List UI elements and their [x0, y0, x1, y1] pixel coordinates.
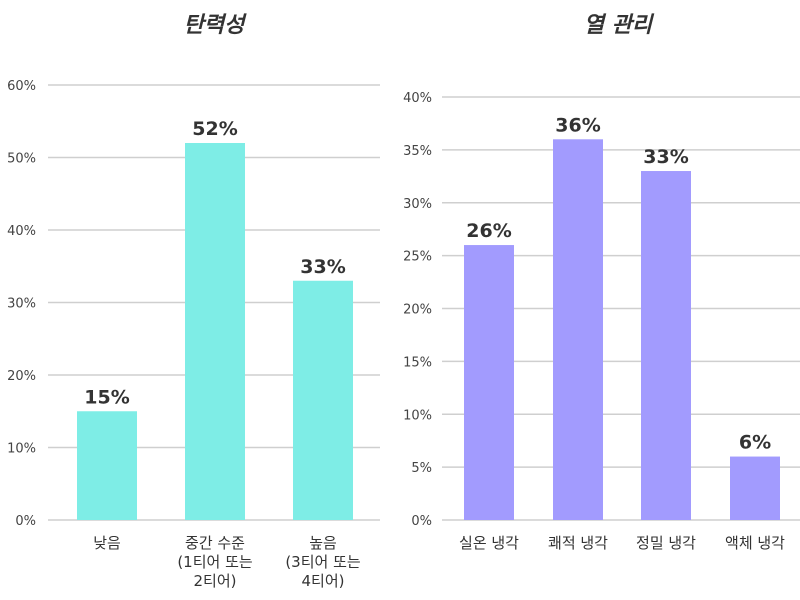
bar: [464, 245, 514, 521]
data-label: 33%: [300, 256, 345, 278]
data-label: 6%: [739, 432, 771, 454]
x-tick-label: (3티어 또는: [285, 553, 361, 571]
y-tick-label: 25%: [403, 250, 432, 265]
y-tick-label: 0%: [15, 514, 36, 529]
y-tick-label: 10%: [7, 442, 36, 457]
bar: [730, 456, 780, 520]
x-tick-label: 쾌적 냉각: [548, 534, 608, 552]
chart-title: 탄력성: [184, 13, 247, 38]
data-label: 36%: [555, 114, 600, 136]
y-tick-label: 35%: [403, 144, 432, 159]
x-tick-label: (1티어 또는: [177, 553, 253, 571]
y-tick-label: 20%: [7, 369, 36, 384]
y-tick-label: 40%: [7, 224, 36, 239]
bar: [185, 143, 245, 520]
data-label: 26%: [466, 220, 511, 242]
y-tick-label: 15%: [403, 355, 432, 370]
bar: [641, 171, 691, 520]
y-tick-label: 60%: [7, 79, 36, 94]
y-tick-label: 30%: [7, 297, 36, 312]
chart-title: 열 관리: [584, 13, 655, 38]
y-tick-label: 5%: [411, 461, 432, 476]
x-tick-label: 실온 냉각: [459, 534, 519, 552]
y-tick-label: 40%: [403, 91, 432, 106]
y-tick-label: 30%: [403, 197, 432, 212]
x-tick-label: 중간 수준: [185, 534, 245, 552]
x-tick-label: 4티어): [302, 572, 345, 590]
x-tick-label: 높음: [309, 534, 337, 552]
x-tick-label: 2티어): [194, 572, 237, 590]
bar: [553, 139, 603, 521]
data-label: 52%: [192, 118, 237, 140]
y-tick-label: 50%: [7, 152, 36, 167]
x-tick-label: 낮음: [93, 534, 121, 552]
y-tick-label: 10%: [403, 408, 432, 423]
y-tick-label: 20%: [403, 303, 432, 318]
data-label: 33%: [643, 146, 688, 168]
bar: [293, 280, 353, 520]
data-label: 15%: [84, 386, 129, 408]
x-tick-label: 정밀 냉각: [636, 534, 696, 552]
x-tick-label: 액체 냉각: [725, 534, 785, 552]
bar: [77, 411, 137, 520]
y-tick-label: 0%: [411, 514, 432, 529]
